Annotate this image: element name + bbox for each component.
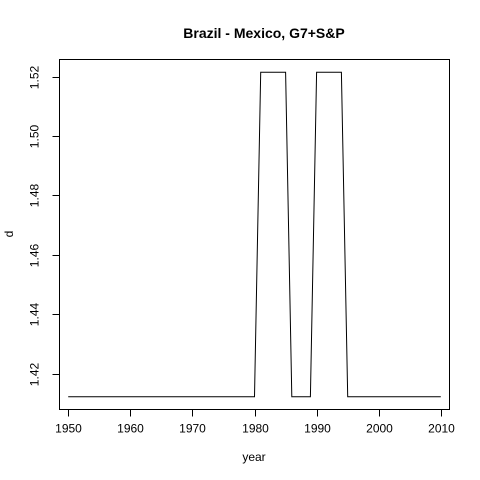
x-axis-label: year bbox=[242, 450, 265, 464]
y-tick-label: 1.50 bbox=[28, 124, 42, 148]
y-tick-label: 1.46 bbox=[28, 243, 42, 267]
x-tick-label: 1980 bbox=[242, 422, 269, 436]
x-tick-label: 1970 bbox=[179, 422, 206, 436]
x-tick-label: 2010 bbox=[428, 422, 455, 436]
y-tick-label: 1.42 bbox=[28, 362, 42, 386]
y-tick-label: 1.44 bbox=[28, 302, 42, 326]
series-line bbox=[68, 71, 441, 398]
y-axis-label: d bbox=[2, 231, 16, 238]
x-axis: 1950 1960 1970 1980 1990 2000 2010 bbox=[55, 409, 455, 436]
x-tick-label: 2000 bbox=[366, 422, 393, 436]
x-tick-label: 1990 bbox=[304, 422, 331, 436]
y-tick-label: 1.48 bbox=[28, 183, 42, 207]
x-tick-label: 1960 bbox=[117, 422, 144, 436]
y-axis: 1.42 1.44 1.46 1.48 1.50 1.52 bbox=[28, 65, 60, 386]
plot-frame bbox=[59, 59, 450, 410]
x-tick-label: 1950 bbox=[55, 422, 82, 436]
chart-title: Brazil - Mexico, G7+S&P bbox=[183, 25, 344, 41]
y-tick-label: 1.52 bbox=[28, 65, 42, 89]
